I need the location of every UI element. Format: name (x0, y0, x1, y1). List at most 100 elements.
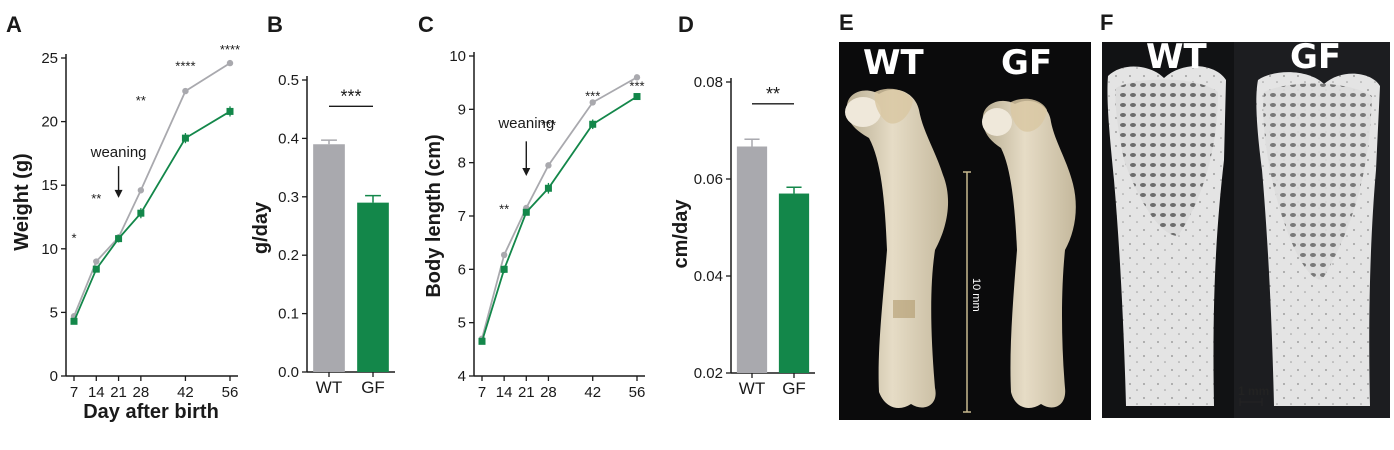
microct-label-wt: WT (1146, 37, 1208, 77)
data-point-wt (226, 59, 234, 67)
panel-b-chart: B g/day 0.0 0.1 0.2 0.3 0.4 0.5 WT GF *** (250, 12, 395, 397)
data-point-gf (70, 317, 78, 325)
significance-marker: *** (585, 88, 600, 103)
femur-wt (845, 88, 949, 409)
bar-gf (778, 193, 810, 373)
y-tick-label: 25 (41, 50, 58, 67)
microct-gf (1256, 72, 1380, 406)
panel-letter-a: A (6, 12, 22, 37)
data-point-wt (137, 187, 145, 194)
femur-gf (982, 98, 1076, 408)
y-tick-label: 0.3 (278, 189, 299, 206)
significance-marker: *** (340, 86, 361, 106)
y-axis-title: cm/day (670, 199, 692, 269)
significance-marker: *** (629, 79, 644, 94)
data-point-gf (589, 120, 597, 128)
y-tick-label: 0.06 (694, 171, 723, 188)
x-tick-label: WT (739, 379, 765, 398)
y-tick-label: 7 (458, 208, 466, 225)
panel-f-microct: F WT GF 1 mm (1100, 10, 1390, 418)
y-tick-label: 0 (50, 368, 58, 385)
y-tick-label: 8 (458, 155, 466, 172)
significance-marker: **** (220, 42, 240, 57)
y-tick-label: 5 (50, 304, 58, 321)
x-tick-label: 14 (496, 384, 513, 401)
y-tick-label: 5 (458, 315, 466, 332)
panel-letter-e: E (839, 10, 854, 35)
y-tick-label: 15 (41, 177, 58, 194)
y-tick-label: 9 (458, 101, 466, 118)
x-tick-label: GF (782, 379, 806, 398)
x-tick-label: 28 (133, 384, 150, 401)
data-point-wt (93, 258, 100, 265)
photo-label-wt: WT (863, 43, 925, 83)
data-point-wt (589, 99, 596, 106)
panel-a-chart: A Weight (g) Day after birth 0510152025 … (6, 12, 240, 423)
bar-gf (357, 202, 389, 372)
significance-marker: ** (499, 201, 509, 216)
y-tick-label: 0.1 (278, 306, 299, 323)
significance-marker: ** (91, 191, 101, 206)
y-axis-title: Weight (g) (11, 153, 33, 250)
x-tick-label: 7 (70, 384, 78, 401)
significance-marker: *** (541, 118, 556, 133)
scale-label-1mm: 1 mm (1238, 384, 1269, 398)
panel-e-photo: E WT GF 10 mm (839, 10, 1091, 420)
data-point-gf (226, 107, 234, 115)
photo-label-gf: GF (1001, 43, 1052, 83)
bar-wt (736, 146, 768, 373)
data-point-gf (522, 208, 530, 216)
x-tick-label: 7 (478, 384, 486, 401)
data-point-gf (181, 134, 189, 142)
x-tick-label: GF (361, 378, 385, 397)
series-line-gf (73, 110, 231, 322)
series-line-wt (481, 76, 638, 339)
x-tick-label: 42 (177, 384, 194, 401)
significance-marker: * (71, 230, 76, 245)
x-tick-label: WT (316, 378, 342, 397)
data-point-gf (137, 209, 145, 217)
weaning-label: weaning (90, 144, 147, 161)
y-tick-label: 0.5 (278, 72, 299, 89)
y-tick-label: 20 (41, 114, 58, 131)
series-line-wt (73, 62, 231, 317)
data-point-wt (500, 251, 508, 259)
data-point-wt (182, 87, 189, 95)
microct-label-gf: GF (1290, 37, 1341, 77)
significance-marker: **** (175, 59, 195, 74)
y-tick-label: 0.08 (694, 74, 723, 91)
panel-d-chart: D cm/day 0.02 0.04 0.06 0.08 WT GF ** (670, 12, 815, 398)
y-tick-label: 0.04 (694, 268, 723, 285)
y-tick-label: 6 (458, 261, 466, 278)
panel-letter-f: F (1100, 10, 1113, 35)
y-axis-title: Body length (cm) (423, 134, 445, 297)
y-tick-label: 0.02 (694, 365, 723, 382)
x-axis-title: Day after birth (83, 401, 219, 423)
panel-letter-d: D (678, 12, 694, 37)
y-tick-label: 0.4 (278, 130, 299, 147)
significance-marker: ** (766, 84, 780, 104)
data-point-gf (115, 235, 123, 243)
x-tick-label: 42 (584, 384, 601, 401)
weaning-label: weaning (497, 115, 554, 132)
data-point-gf (544, 184, 552, 192)
microct-wt (1107, 66, 1226, 406)
data-point-gf (500, 265, 508, 273)
y-tick-label: 0.2 (278, 247, 299, 264)
y-tick-label: 10 (449, 48, 466, 65)
x-tick-label: 56 (222, 384, 239, 401)
y-axis-title: g/day (250, 201, 272, 254)
x-tick-label: 14 (88, 384, 105, 401)
y-tick-label: 10 (41, 241, 58, 258)
data-point-gf (92, 265, 100, 273)
y-tick-label: 0.0 (278, 364, 299, 381)
data-point-wt (633, 74, 641, 81)
weaning-arrow-head (114, 189, 123, 198)
x-tick-label: 28 (540, 384, 557, 401)
data-point-gf (478, 337, 486, 345)
bar-wt (313, 144, 345, 372)
data-point-gf (633, 93, 641, 101)
series-line-gf (481, 95, 638, 342)
weaning-arrow-head (522, 168, 531, 176)
